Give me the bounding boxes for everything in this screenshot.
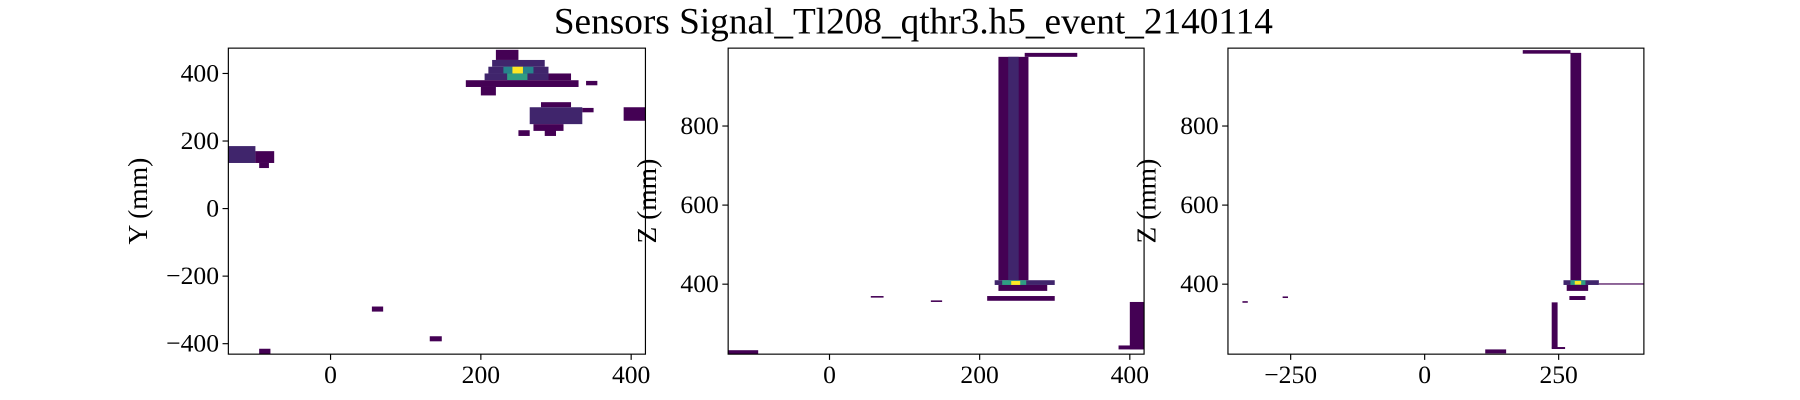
heatmap-cell <box>259 162 269 169</box>
heatmap-cell <box>1242 301 1248 303</box>
axes-frame <box>727 47 1145 355</box>
heatmap-cell <box>1011 281 1021 285</box>
heatmap-cell <box>582 107 594 113</box>
subplot: 0 200 400 −400 −200 0 200 400 Y (mm) <box>122 47 650 389</box>
heatmap-cell <box>492 59 545 67</box>
figure-title: Sensors Signal_Tl208_qthr3.h5_event_2140… <box>554 1 1273 42</box>
heatmap-cell <box>480 86 496 96</box>
heatmap-cell <box>1566 284 1589 291</box>
heatmap-cell <box>728 350 759 355</box>
y-tick-label: 800 <box>1180 112 1218 140</box>
heatmap-cell <box>1522 50 1571 54</box>
heatmap-cell <box>1551 302 1558 348</box>
x-tick-label: 0 <box>1418 361 1431 389</box>
heatmap-cell <box>1008 56 1019 281</box>
heatmap-cell <box>1598 283 1644 285</box>
heatmap-cell <box>259 348 271 355</box>
axes-frame <box>1227 47 1645 355</box>
heatmap-cell <box>870 296 884 298</box>
heatmap-cell <box>255 151 275 163</box>
heatmap-cell <box>930 300 943 302</box>
heatmap-cell <box>1485 349 1507 354</box>
y-tick-label: −200 <box>166 262 219 290</box>
heatmap-cell <box>507 73 528 81</box>
axes-frame <box>227 47 647 355</box>
y-axis-label: Z (mm) <box>631 159 662 244</box>
y-tick-label: 400 <box>1180 270 1218 298</box>
y-tick-label: 600 <box>680 191 718 219</box>
heatmap-cell <box>228 146 256 163</box>
heatmap-cell <box>429 336 442 342</box>
heatmap-cell <box>1118 345 1145 350</box>
heatmap-cell <box>1282 296 1288 299</box>
y-axis-label: Y (mm) <box>122 158 153 245</box>
x-tick-label: 0 <box>324 361 337 389</box>
y-tick-label: 600 <box>1180 191 1218 219</box>
heatmap-cell <box>518 130 530 136</box>
heatmap-cell <box>1551 347 1566 350</box>
x-tick-label: 200 <box>462 361 500 389</box>
heatmap-cell <box>529 107 583 125</box>
y-tick-label: 400 <box>181 60 219 88</box>
x-tick-label: 400 <box>1111 361 1149 389</box>
heatmap-cell <box>1024 52 1078 57</box>
heatmap-cell <box>1570 52 1582 281</box>
heatmap-cell <box>495 49 519 60</box>
x-tick-label: 200 <box>960 361 998 389</box>
y-tick-label: 0 <box>206 195 219 223</box>
heatmap-cell <box>1569 296 1586 300</box>
x-tick-label: 400 <box>612 361 650 389</box>
y-tick-label: 200 <box>181 127 219 155</box>
x-tick-label: 250 <box>1539 361 1577 389</box>
heatmap-cell <box>1574 281 1582 285</box>
heatmap-cell <box>540 102 572 108</box>
heatmap-cell <box>533 124 564 131</box>
y-tick-label: 800 <box>680 112 718 140</box>
heatmap-cell <box>987 296 1055 301</box>
heatmap-cell <box>544 130 557 136</box>
heatmap-cell <box>512 66 523 76</box>
heatmap-cell <box>623 107 646 121</box>
x-tick-label: −250 <box>1264 361 1317 389</box>
heatmap-cell <box>998 284 1048 291</box>
heatmap-cell <box>465 80 579 87</box>
y-tick-label: −400 <box>166 330 219 358</box>
x-tick-label: 0 <box>823 361 836 389</box>
heatmap-cell <box>586 80 598 86</box>
y-tick-label: 400 <box>680 270 718 298</box>
y-axis-label: Z (mm) <box>1131 159 1162 244</box>
heatmap-cell <box>548 73 572 81</box>
heatmap-cell <box>1129 301 1145 350</box>
subplot: 0 200 400 400 600 800 Z (mm) <box>631 47 1149 389</box>
heatmap-cell <box>371 306 384 312</box>
subplot: −250 0 250 400 600 800 Z (mm) <box>1131 47 1645 389</box>
